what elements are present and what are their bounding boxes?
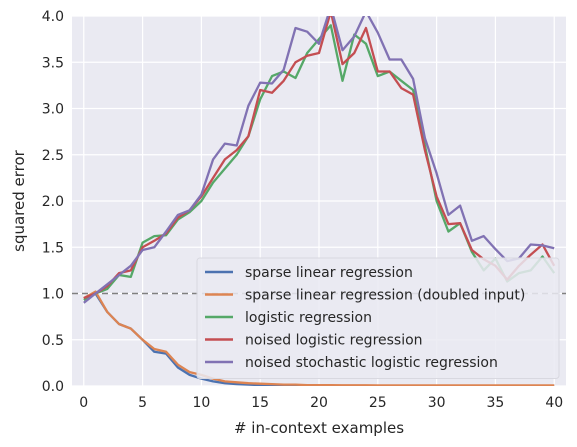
legend-label: noised stochastic logistic regression bbox=[245, 355, 498, 371]
y-tick-label: 2.5 bbox=[42, 148, 64, 164]
legend-label: noised logistic regression bbox=[245, 333, 423, 349]
y-tick-label: 0.5 bbox=[42, 333, 64, 349]
x-tick-label: 10 bbox=[192, 395, 210, 411]
x-tick-label: 20 bbox=[310, 395, 328, 411]
series-line bbox=[83, 16, 555, 304]
y-tick-label: 2.0 bbox=[42, 194, 64, 210]
y-tick-label: 1.0 bbox=[42, 287, 64, 303]
series-line bbox=[83, 290, 555, 386]
y-tick-label: 1.5 bbox=[42, 240, 64, 256]
legend-box bbox=[196, 257, 560, 379]
x-tick-label: 30 bbox=[428, 395, 446, 411]
legend-label: logistic regression bbox=[245, 310, 372, 326]
x-tick-label: 0 bbox=[79, 395, 88, 411]
y-tick-label: 0.0 bbox=[42, 379, 64, 395]
x-tick-label: 35 bbox=[487, 395, 505, 411]
legend-label: sparse linear regression bbox=[245, 265, 413, 281]
y-tick-label: 4.0 bbox=[42, 9, 64, 25]
tick-labels: 0 5 10 15 20 25 30 35 40 0.0 0.5 1.0 1.5 2.0 2.5 3.0 3.5… bbox=[42, 9, 563, 411]
legend: sparse linear regression sparse linear re… bbox=[196, 257, 560, 379]
y-axis-title: squared error bbox=[10, 149, 28, 252]
x-tick-label: 15 bbox=[251, 395, 269, 411]
y-tick-label: 3.5 bbox=[42, 55, 64, 71]
y-tick-label: 3.0 bbox=[42, 102, 64, 118]
x-axis-title: # in-context examples bbox=[234, 419, 404, 437]
x-tick-label: 25 bbox=[369, 395, 387, 411]
legend-label: sparse linear regression (doubled input) bbox=[245, 288, 525, 304]
x-tick-label: 5 bbox=[138, 395, 147, 411]
x-tick-label: 40 bbox=[545, 395, 563, 411]
